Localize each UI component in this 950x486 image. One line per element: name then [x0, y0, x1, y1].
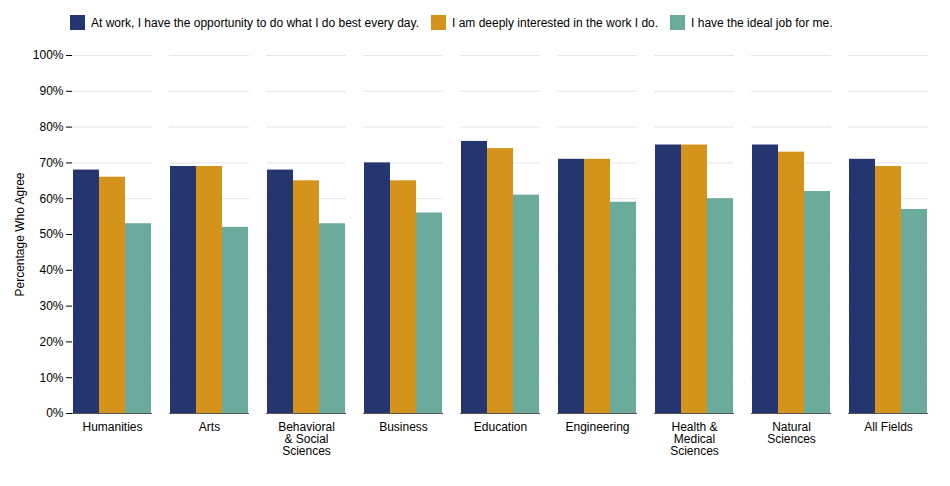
- svg-text:Engineering: Engineering: [565, 420, 629, 434]
- svg-text:Education: Education: [474, 420, 527, 434]
- svg-text:30%: 30%: [39, 299, 63, 313]
- html-text:I have the ideal job for me.: I have the ideal job for me.: [691, 15, 833, 30]
- svg-text:90%: 90%: [39, 84, 63, 98]
- svg-text:NaturalSciences: NaturalSciences: [767, 420, 816, 446]
- svg-text:60%: 60%: [39, 192, 63, 206]
- svg-text:Arts: Arts: [199, 420, 220, 434]
- svg-text:All Fields: All Fields: [864, 420, 913, 434]
- svg-text:50%: 50%: [39, 227, 63, 241]
- html-text:I am deeply interested in the: I am deeply interested in the work I do.: [452, 15, 659, 30]
- svg-text:Humanities: Humanities: [82, 420, 142, 434]
- svg-text:100%: 100%: [33, 48, 64, 62]
- svg-text:70%: 70%: [39, 156, 63, 170]
- svg-text:10%: 10%: [39, 371, 63, 385]
- svg-text:Business: Business: [379, 420, 428, 434]
- svg-text:Behavioral& SocialSciences: Behavioral& SocialSciences: [278, 420, 335, 458]
- svg-text:0%: 0%: [46, 406, 64, 420]
- svg-text:20%: 20%: [39, 335, 63, 349]
- svg-text:Health &MedicalSciences: Health &MedicalSciences: [670, 420, 719, 458]
- svg-text:80%: 80%: [39, 120, 63, 134]
- svg-text:Percentage Who Agree: Percentage Who Agree: [13, 172, 27, 296]
- html-text:At work, I have the opportunit: At work, I have the opportunity to do wh…: [91, 15, 419, 30]
- svg-text:40%: 40%: [39, 263, 63, 277]
